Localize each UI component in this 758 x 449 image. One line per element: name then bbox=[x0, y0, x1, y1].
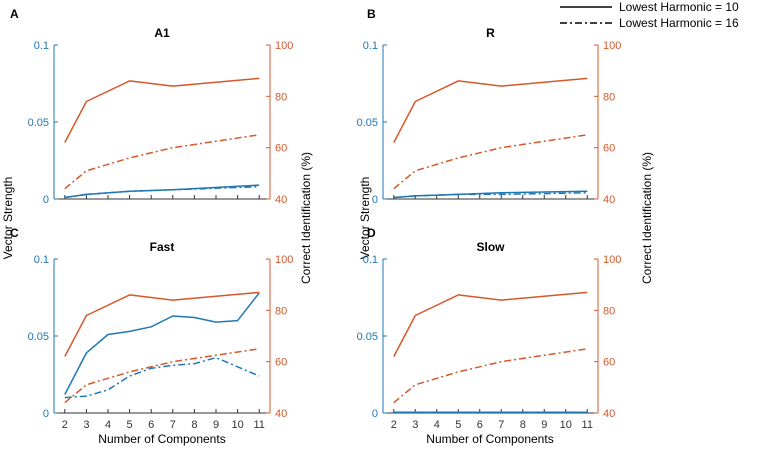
right-y-tick-label: 100 bbox=[275, 40, 293, 52]
right-y-tick-label: 40 bbox=[275, 408, 287, 420]
x-tick-label: 2 bbox=[62, 419, 68, 431]
panel-letter: C bbox=[10, 226, 19, 240]
vector-strength-line-harmonic-10 bbox=[64, 292, 260, 395]
left-y-tick-label: 0 bbox=[372, 408, 378, 420]
x-tick-label: 6 bbox=[477, 419, 483, 431]
right-y-tick-label: 60 bbox=[275, 357, 287, 369]
x-tick-label: 11 bbox=[253, 419, 264, 431]
panel-letter: B bbox=[367, 7, 376, 21]
x-tick-label: 10 bbox=[560, 419, 572, 431]
vector-strength-line-harmonic-16 bbox=[393, 192, 588, 199]
left-y-tick-label: 0.05 bbox=[28, 331, 49, 343]
correct-identification-line-harmonic-16 bbox=[393, 348, 588, 404]
left-y-tick-label: 0 bbox=[372, 194, 378, 206]
left-y-tick-label: 0.05 bbox=[357, 117, 378, 129]
legend: Lowest Harmonic = 10 Lowest Harmonic = 1… bbox=[560, 0, 739, 30]
x-tick-label: 9 bbox=[213, 419, 219, 431]
x-tick-label: 4 bbox=[105, 419, 111, 431]
x-tick-label: 3 bbox=[83, 419, 89, 431]
right-y-tick-label: 40 bbox=[603, 408, 615, 420]
panel-title: A1 bbox=[154, 26, 170, 40]
right-y-tick-label: 100 bbox=[275, 254, 293, 266]
x-tick-label: 11 bbox=[582, 419, 593, 431]
right-y-tick-label: 80 bbox=[603, 91, 615, 103]
right-y-axis-label-right-column: Correct Identification (%) bbox=[640, 152, 654, 284]
left-y-tick-label: 0 bbox=[43, 408, 49, 420]
x-tick-label: 9 bbox=[541, 419, 547, 431]
left-y-tick-label: 0 bbox=[43, 194, 49, 206]
x-tick-label: 5 bbox=[455, 419, 461, 431]
x-tick-label: 7 bbox=[498, 419, 504, 431]
correct-identification-line-harmonic-16 bbox=[64, 348, 260, 404]
panel-letter: D bbox=[367, 226, 376, 240]
vector-strength-line-harmonic-16 bbox=[64, 185, 260, 199]
right-y-tick-label: 80 bbox=[275, 305, 287, 317]
panel-title: R bbox=[486, 26, 495, 40]
panel-b: B R 0 0.05 0.1 40 60 80 100 bbox=[357, 7, 622, 206]
right-y-tick-label: 60 bbox=[603, 357, 615, 369]
panel-a: A A1 0 0.05 0.1 40 60 80 100 bbox=[10, 7, 293, 206]
left-y-tick-label: 0.1 bbox=[34, 254, 49, 266]
correct-identification-line-harmonic-10 bbox=[64, 291, 260, 357]
left-y-tick-label: 0.1 bbox=[34, 40, 49, 52]
legend-label-harmonic-10: Lowest Harmonic = 10 bbox=[619, 0, 739, 14]
x-tick-label: 8 bbox=[191, 419, 197, 431]
correct-identification-line-harmonic-16 bbox=[393, 134, 588, 190]
left-y-tick-label: 0.05 bbox=[28, 117, 49, 129]
correct-identification-line-harmonic-10 bbox=[393, 77, 588, 143]
left-y-tick-label: 0.1 bbox=[363, 40, 378, 52]
left-y-tick-label: 0.1 bbox=[363, 254, 378, 266]
left-y-axis-label-right-column: Vector Strength bbox=[358, 177, 372, 260]
correct-identification-line-harmonic-10 bbox=[393, 291, 588, 357]
right-y-tick-label: 80 bbox=[275, 91, 287, 103]
left-y-tick-label: 0.05 bbox=[357, 331, 378, 343]
x-axis-label-right: Number of Components bbox=[426, 432, 553, 446]
right-y-tick-label: 40 bbox=[603, 194, 615, 206]
right-y-tick-label: 100 bbox=[603, 40, 621, 52]
panel-title: Fast bbox=[150, 240, 175, 254]
right-y-axis-label: Correct Identification (%) bbox=[299, 152, 313, 284]
x-tick-label: 4 bbox=[434, 419, 440, 431]
x-tick-label: 7 bbox=[170, 419, 176, 431]
correct-identification-line-harmonic-16 bbox=[64, 134, 260, 190]
panel-c: C Fast 0 0.05 0.1 40 60 80 100 2 3 4 5 6 7 8 9 10 11 bbox=[10, 226, 293, 431]
x-axis-label-left: Number of Components bbox=[98, 432, 225, 446]
x-tick-label: 5 bbox=[127, 419, 133, 431]
legend-label-harmonic-16: Lowest Harmonic = 16 bbox=[619, 16, 739, 30]
x-tick-label: 3 bbox=[412, 419, 418, 431]
right-y-tick-label: 40 bbox=[275, 194, 287, 206]
right-y-tick-label: 60 bbox=[275, 143, 287, 155]
x-tick-label: 6 bbox=[148, 419, 154, 431]
right-y-tick-label: 100 bbox=[603, 254, 621, 266]
x-tick-label: 10 bbox=[231, 419, 243, 431]
right-y-tick-label: 60 bbox=[603, 143, 615, 155]
panel-d: D Slow 0 0.05 0.1 40 60 80 100 2 3 4 5 6 7 8 9 10 11 bbox=[357, 226, 622, 431]
panels: AA100.050.1406080100BR00.050.1406080100C… bbox=[10, 7, 621, 431]
panel-title: Slow bbox=[476, 240, 505, 254]
right-y-tick-label: 80 bbox=[603, 305, 615, 317]
vector-strength-line-harmonic-10 bbox=[64, 184, 260, 199]
x-tick-label: 2 bbox=[391, 419, 397, 431]
left-y-axis-label: Vector Strength bbox=[1, 177, 15, 260]
panel-letter: A bbox=[10, 7, 19, 21]
vector-strength-line-harmonic-16 bbox=[64, 356, 260, 399]
correct-identification-line-harmonic-10 bbox=[64, 77, 260, 143]
x-tick-label: 8 bbox=[520, 419, 526, 431]
